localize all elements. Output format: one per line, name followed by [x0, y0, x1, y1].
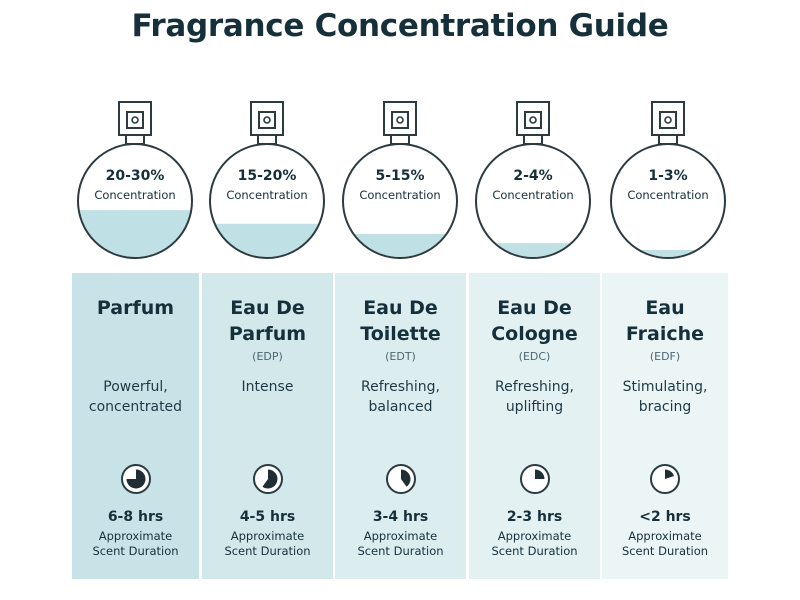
timer-icon	[519, 464, 550, 494]
duration-hours: 6-8 hrs	[107, 509, 164, 525]
duration-hours: 3-4 hrs	[372, 509, 429, 525]
timer-icon	[120, 464, 151, 494]
fragrance-column: Eau Fraiche (EDF) Stimulating, bracing <2 hrs…	[602, 273, 728, 579]
duration-caption: Approximate Scent Duration	[491, 529, 578, 558]
bottles-row: 20-30% Concentration 15-20% Concentration 5-…	[0, 0, 800, 270]
concentration-percent: 20-30%	[105, 168, 165, 184]
duration-caption: Approximate Scent Duration	[621, 529, 709, 558]
bottle-shape	[342, 101, 458, 259]
fragrance-abbreviation: (EDP)	[252, 350, 283, 363]
fragrance-name: Eau Fraiche	[625, 297, 705, 345]
fragrance-column: Eau De Parfum (EDP) Intense 4-5 hrs Approxima…	[202, 273, 333, 579]
bottle-shape	[209, 101, 325, 259]
bottle: 2-4% Concentration	[473, 100, 593, 270]
fragrance-name: Eau De Toilette	[360, 297, 441, 345]
timer-icon	[252, 464, 283, 494]
fragrance-column: Eau De Toilette (EDT) Refreshing, balanced 3-…	[335, 273, 466, 579]
concentration-percent: 1-3%	[648, 168, 688, 184]
bottle: 15-20% Concentration	[207, 100, 327, 270]
duration-caption: Approximate Scent Duration	[92, 529, 179, 558]
liquid-level	[344, 234, 456, 257]
timer-icon	[385, 464, 416, 494]
concentration-percent: 15-20%	[237, 168, 297, 184]
fragrance-description: Powerful, concentrated	[88, 379, 183, 415]
fragrance-abbreviation: (EDC)	[518, 350, 551, 363]
liquid-level	[612, 250, 724, 257]
duration-hours: <2 hrs	[639, 509, 691, 525]
fragrance-description: Intense	[241, 379, 294, 395]
fragrance-name: Parfum	[96, 297, 175, 319]
liquid-level	[79, 210, 191, 257]
duration-caption: Approximate Scent Duration	[224, 529, 311, 558]
duration-hours: 4-5 hrs	[239, 509, 296, 525]
bottle-shape	[77, 101, 193, 259]
fragrance-description: Refreshing, balanced	[361, 379, 440, 415]
concentration-label: Concentration	[94, 188, 176, 202]
liquid-level	[211, 223, 323, 257]
timer-icon	[650, 464, 680, 494]
bottle-shape	[610, 101, 726, 259]
fragrance-name: Eau De Cologne	[491, 297, 578, 345]
bottle: 20-30% Concentration	[75, 100, 195, 270]
duration-caption: Approximate Scent Duration	[357, 529, 444, 558]
fragrance-abbreviation: (EDT)	[385, 350, 416, 363]
fragrance-description: Refreshing, uplifting	[495, 379, 574, 415]
concentration-label: Concentration	[226, 188, 308, 202]
page-title: Fragrance Concentration Guide	[131, 8, 669, 44]
bottle-shape	[475, 101, 591, 259]
fragrance-column: Eau De Cologne (EDC) Refreshing, uplifting 2-…	[469, 273, 600, 579]
concentration-percent: 5-15%	[375, 168, 425, 184]
concentration-label: Concentration	[627, 188, 709, 202]
concentration-label: Concentration	[359, 188, 441, 202]
bottle: 1-3% Concentration	[608, 100, 728, 270]
fragrance-description: Stimulating, bracing	[622, 379, 708, 415]
fragrance-name: Eau De Parfum	[228, 297, 307, 345]
duration-hours: 2-3 hrs	[506, 509, 563, 525]
concentration-percent: 2-4%	[513, 168, 553, 184]
fragrance-abbreviation: (EDF)	[649, 350, 681, 363]
fragrance-column: Parfum Powerful, concentrated 6-8 hrs Approx…	[72, 273, 199, 579]
bottle: 5-15% Concentration	[340, 100, 460, 270]
concentration-label: Concentration	[492, 188, 574, 202]
